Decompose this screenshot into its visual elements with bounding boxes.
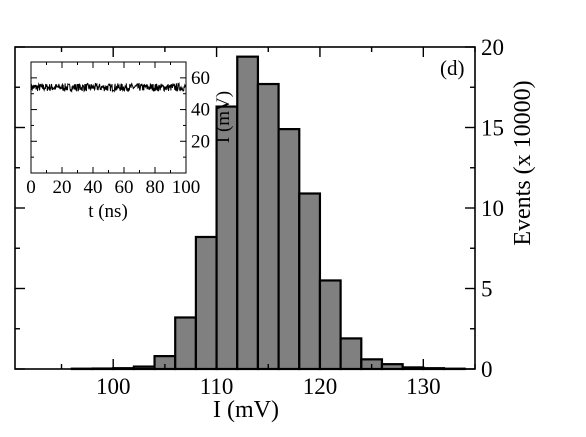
inset-x-tick-label: 20 bbox=[53, 177, 72, 198]
inset-x-tick-label: 80 bbox=[146, 177, 165, 198]
inset-plot-frame bbox=[30, 61, 187, 174]
inset-trace bbox=[30, 82, 187, 93]
inset-x-tick-label: 0 bbox=[26, 177, 36, 198]
histogram-bar bbox=[318, 279, 342, 371]
y-tick-label: 10 bbox=[481, 196, 504, 221]
histogram-bar bbox=[339, 337, 363, 371]
inset-y-tick-label: 20 bbox=[191, 131, 210, 152]
histogram-bar bbox=[277, 128, 301, 371]
inset-tick-labels: 0 20 40 60 80 100 20 40 60 bbox=[26, 68, 210, 198]
x-tick-label: 120 bbox=[303, 374, 338, 399]
y-tick-label: 0 bbox=[481, 357, 493, 382]
y-axis-label: Events (x 10000) bbox=[510, 80, 536, 245]
y-tick-label: 15 bbox=[481, 116, 504, 141]
main-ticks bbox=[15, 46, 476, 370]
main-tick-labels: 100 110 120 130 0 5 10 15 20 bbox=[96, 35, 504, 399]
x-tick-label: 110 bbox=[200, 374, 234, 399]
histogram-bar bbox=[236, 55, 260, 371]
inset-y-axis-label: I (mV) bbox=[213, 91, 234, 143]
inset-y-tick-label: 40 bbox=[191, 100, 210, 121]
inset-x-axis-label: t (ns) bbox=[88, 201, 128, 222]
histogram-bar bbox=[298, 192, 322, 371]
x-tick-label: 100 bbox=[96, 374, 131, 399]
histogram-bar bbox=[215, 105, 239, 371]
y-tick-label: 5 bbox=[481, 277, 493, 302]
histogram-bar bbox=[256, 82, 280, 371]
panel-label: (d) bbox=[440, 56, 465, 80]
inset-x-tick-label: 60 bbox=[115, 177, 134, 198]
x-axis-label: I (mV) bbox=[213, 397, 279, 423]
inset-x-tick-label: 100 bbox=[172, 177, 201, 198]
y-tick-label: 20 bbox=[481, 35, 504, 60]
inset-x-tick-label: 40 bbox=[84, 177, 103, 198]
inset-y-tick-label: 60 bbox=[191, 68, 210, 89]
histogram-bar bbox=[194, 235, 218, 371]
histogram-bar bbox=[174, 316, 197, 371]
x-tick-label: 130 bbox=[406, 374, 441, 399]
inset-background bbox=[31, 62, 186, 173]
